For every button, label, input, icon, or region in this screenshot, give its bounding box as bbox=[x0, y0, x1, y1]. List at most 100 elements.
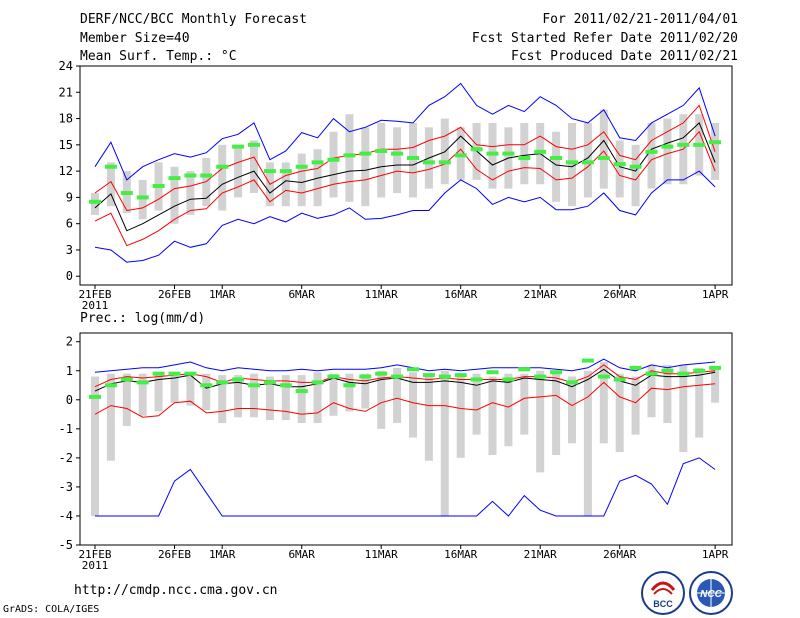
range-bar bbox=[106, 373, 115, 461]
range-bar bbox=[583, 122, 592, 198]
x-tick-label: 21MAR bbox=[524, 548, 557, 561]
range-bar bbox=[281, 375, 290, 421]
range-bar bbox=[106, 162, 115, 207]
observed-mark bbox=[375, 371, 388, 376]
observed-mark bbox=[375, 148, 388, 153]
observed-mark bbox=[677, 142, 690, 147]
observed-mark bbox=[295, 164, 308, 169]
observed-mark bbox=[422, 160, 435, 165]
observed-mark bbox=[407, 367, 419, 372]
observed-mark bbox=[200, 383, 213, 388]
range-bar bbox=[281, 162, 290, 207]
y-tick-label: -1 bbox=[59, 422, 73, 436]
range-bar bbox=[218, 144, 227, 211]
y-tick-label: -4 bbox=[59, 509, 73, 523]
y-tick-label: 6 bbox=[66, 217, 73, 231]
range-bar bbox=[695, 367, 704, 438]
range-bar bbox=[393, 367, 402, 424]
started-date: Fcst Started Refer Date 2011/02/20 bbox=[471, 31, 738, 46]
range-bar bbox=[218, 375, 227, 424]
panel-precipitation: Prec.: log(mm/d) -5 -4 -3 -2 -1 0 1 2 21FEB 26FEB 1… bbox=[59, 311, 733, 572]
observed-mark bbox=[581, 358, 594, 363]
observed-mark bbox=[629, 164, 642, 169]
observed-mark bbox=[104, 383, 117, 388]
range-bar bbox=[234, 144, 243, 198]
range-bar bbox=[663, 364, 672, 424]
range-bar bbox=[552, 131, 561, 202]
observed-mark bbox=[232, 377, 245, 382]
observed-mark bbox=[645, 371, 658, 376]
observed-mark bbox=[661, 368, 674, 373]
range-bar bbox=[409, 122, 417, 198]
x-tick-label: 6MAR bbox=[288, 548, 315, 561]
series-line-mean bbox=[94, 368, 716, 392]
observed-mark bbox=[566, 160, 578, 165]
range-bar bbox=[393, 127, 402, 194]
observed-mark bbox=[279, 383, 292, 388]
y-tick-label: 21 bbox=[59, 85, 73, 99]
observed-mark bbox=[89, 394, 101, 399]
range-bar bbox=[91, 376, 99, 516]
observed-mark bbox=[168, 176, 181, 181]
range-bar bbox=[583, 370, 592, 516]
range-bar bbox=[409, 372, 417, 438]
range-bar bbox=[520, 122, 529, 185]
observed-mark bbox=[327, 374, 340, 379]
observed-mark bbox=[216, 380, 229, 385]
range-bar bbox=[234, 375, 243, 418]
observed-mark bbox=[613, 377, 626, 382]
observed-mark bbox=[502, 151, 515, 156]
range-bar bbox=[122, 373, 131, 426]
x-year-label: 2011 bbox=[82, 559, 109, 572]
observed-mark bbox=[661, 144, 674, 149]
series-line-max bbox=[94, 358, 716, 373]
forecast-period: For 2011/02/21-2011/04/01 bbox=[542, 12, 738, 27]
source-url[interactable]: http://cmdp.ncc.cma.gov.cn bbox=[74, 583, 278, 598]
observed-mark bbox=[486, 370, 499, 375]
observed-mark bbox=[104, 164, 117, 169]
x-year-label: 2011 bbox=[82, 299, 109, 312]
range-bar bbox=[615, 373, 624, 453]
y-tick-label: 9 bbox=[66, 190, 73, 204]
series-line-min bbox=[94, 170, 716, 263]
range-bar bbox=[536, 370, 545, 473]
range-bar bbox=[202, 373, 211, 410]
observed-mark bbox=[343, 153, 356, 158]
plot-frame bbox=[79, 332, 733, 546]
x-tick-label: 1APR bbox=[702, 548, 729, 561]
panel-title: Prec.: log(mm/d) bbox=[80, 311, 205, 326]
x-tick-label: 21FEB bbox=[78, 288, 111, 301]
range-bar bbox=[265, 376, 274, 421]
x-tick-label: 11MAR bbox=[365, 548, 398, 561]
ncc-logo: NCC bbox=[689, 571, 733, 615]
range-bar bbox=[297, 375, 306, 424]
range-bar bbox=[552, 370, 561, 455]
range-bar bbox=[361, 373, 370, 409]
y-tick-label: 24 bbox=[59, 59, 73, 73]
observed-mark bbox=[534, 374, 547, 379]
observed-mark bbox=[677, 371, 690, 376]
x-tick-label: 26FEB bbox=[158, 288, 191, 301]
range-bar bbox=[424, 375, 433, 461]
x-tick-label: 1APR bbox=[702, 288, 729, 301]
observed-mark bbox=[581, 160, 594, 165]
range-bar bbox=[186, 372, 195, 406]
series-line-upper bbox=[94, 364, 716, 388]
chart-title: DERF/NCC/BCC Monthly Forecast bbox=[80, 12, 307, 27]
observed-mark bbox=[311, 380, 324, 385]
x-tick-label: 21MAR bbox=[524, 288, 557, 301]
observed-mark bbox=[693, 368, 706, 373]
range-bar bbox=[91, 193, 99, 215]
y-tick-label: 3 bbox=[66, 243, 73, 257]
range-bar bbox=[615, 140, 624, 198]
observed-mark bbox=[343, 383, 356, 388]
x-tick-label: 26MAR bbox=[603, 548, 636, 561]
observed-mark bbox=[327, 157, 340, 162]
observed-mark bbox=[263, 169, 276, 174]
observed-mark bbox=[470, 147, 483, 152]
observed-mark bbox=[391, 374, 404, 379]
range-bar bbox=[504, 373, 513, 447]
observed-mark bbox=[550, 370, 563, 375]
observed-mark bbox=[613, 162, 626, 167]
